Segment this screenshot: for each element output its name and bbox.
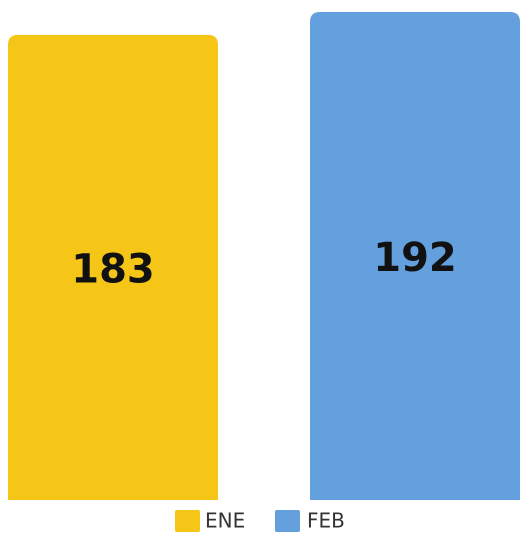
legend-swatch [275, 510, 300, 532]
value-label: 183 [71, 246, 155, 292]
value-label: 192 [373, 235, 457, 281]
legend-swatch [175, 510, 200, 532]
legend-label: FEB [307, 509, 345, 533]
bar [310, 12, 520, 500]
bar [8, 34, 218, 500]
legend-label: ENE [205, 509, 245, 533]
